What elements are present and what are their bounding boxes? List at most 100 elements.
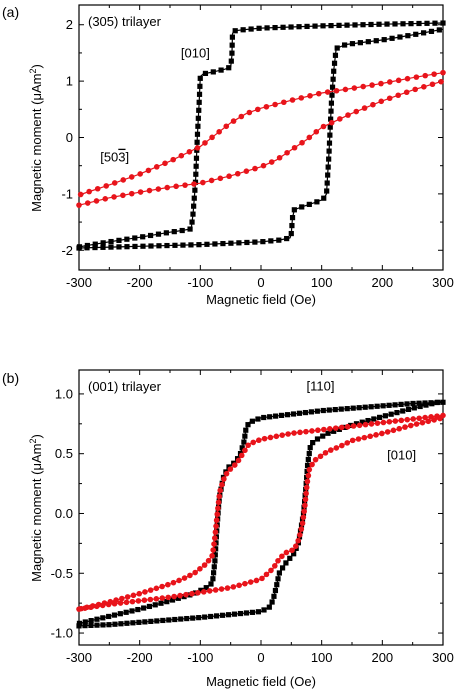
data-point-black [196, 91, 203, 97]
data-point-black [197, 83, 203, 89]
data-point-black [208, 613, 214, 620]
data-point-red [379, 430, 385, 437]
data-point-red [165, 594, 172, 601]
data-point-black [111, 612, 118, 618]
data-point-black [82, 619, 88, 625]
data-point-black [164, 599, 170, 605]
panel-b-x-axis-title: Magnetic field (Oe) [206, 674, 316, 689]
panel-a-label: (a) [2, 4, 19, 20]
data-point-black [307, 445, 313, 451]
data-point-red [300, 514, 307, 521]
data-point-black [245, 422, 251, 428]
data-point-black [146, 603, 153, 610]
data-point-red [153, 595, 160, 602]
data-point-red [386, 95, 393, 102]
data-point-red [338, 424, 345, 431]
data-point-black [164, 242, 170, 249]
data-point-black [314, 199, 320, 205]
data-point-black [352, 22, 358, 28]
data-point-red [295, 537, 302, 544]
data-point-red [221, 476, 227, 482]
data-point-black [166, 617, 172, 623]
data-point-black [310, 440, 316, 446]
data-point-red [111, 180, 118, 186]
data-point-red [422, 72, 429, 79]
data-point-black [100, 244, 106, 250]
x-tick-label: 0 [257, 650, 264, 665]
panel-a-x-axis-title: Magnetic field (Oe) [206, 292, 316, 307]
panel-b-label: (b) [2, 370, 19, 386]
data-point-black [274, 582, 280, 588]
data-point-red [303, 428, 309, 435]
data-point-red [361, 105, 368, 111]
data-point-black [348, 422, 354, 429]
data-point-red [236, 582, 242, 589]
data-point-red [437, 415, 443, 422]
data-point-black [353, 421, 360, 427]
data-point-black [400, 21, 406, 27]
x-tick-label: -300 [66, 650, 92, 665]
data-point-red [283, 549, 290, 556]
data-point-black [413, 31, 419, 37]
data-point-red [263, 103, 270, 110]
y-tick-label: 1 [66, 74, 73, 89]
data-point-red [84, 200, 91, 206]
data-point-red [256, 437, 262, 444]
data-point-black [190, 615, 196, 621]
data-point-red [216, 129, 222, 135]
data-point-red [353, 108, 360, 115]
data-point-black [405, 33, 411, 39]
data-point-red [396, 425, 403, 432]
data-point-black [331, 428, 337, 434]
data-point-black [154, 618, 160, 624]
data-point-black [249, 418, 255, 424]
annotation-label: [010] [387, 448, 416, 463]
panel-a-plot-frame [78, 4, 444, 271]
data-point-black [219, 612, 226, 618]
data-point-black [325, 430, 331, 436]
data-point-red [194, 145, 201, 151]
data-point-black [288, 230, 294, 237]
data-point-red [333, 445, 340, 451]
data-point-black [287, 555, 293, 561]
data-point-black [299, 204, 305, 210]
x-tick-label: 100 [311, 650, 333, 665]
data-point-black [314, 436, 321, 442]
data-point-red [88, 604, 94, 611]
data-point-red [137, 189, 144, 195]
data-point-red [86, 188, 92, 195]
data-point-red [245, 442, 251, 449]
data-point-red [322, 450, 329, 456]
data-point-red [297, 532, 303, 538]
data-point-red [197, 566, 203, 572]
data-point-red [419, 419, 426, 426]
data-point-black [435, 399, 441, 405]
data-point-black [440, 20, 446, 26]
data-point-black [193, 171, 199, 177]
data-point-black [326, 156, 332, 162]
data-point-red [171, 593, 177, 600]
x-tick-label: 200 [371, 650, 393, 665]
data-point-black [392, 21, 398, 27]
data-point-red [212, 587, 219, 593]
data-point-black [283, 560, 289, 566]
data-point-black [328, 116, 334, 122]
data-point-black [116, 244, 122, 250]
panel-a-y-axis-title: Magnetic moment (μAm2) [28, 64, 44, 212]
data-point-red [165, 581, 171, 588]
data-point-black [440, 399, 446, 405]
data-point-black [198, 587, 204, 593]
data-point-red [289, 547, 295, 554]
data-point-black [359, 419, 365, 425]
data-point-black [100, 240, 106, 246]
data-point-black [141, 605, 147, 611]
data-point-red [367, 433, 373, 440]
x-tick-label: -100 [187, 275, 213, 290]
data-point-black [296, 24, 302, 30]
data-point-red [223, 470, 230, 477]
data-point-red [351, 85, 358, 91]
data-point-black [325, 172, 331, 178]
data-point-black [275, 576, 281, 582]
data-point-red [328, 119, 335, 126]
